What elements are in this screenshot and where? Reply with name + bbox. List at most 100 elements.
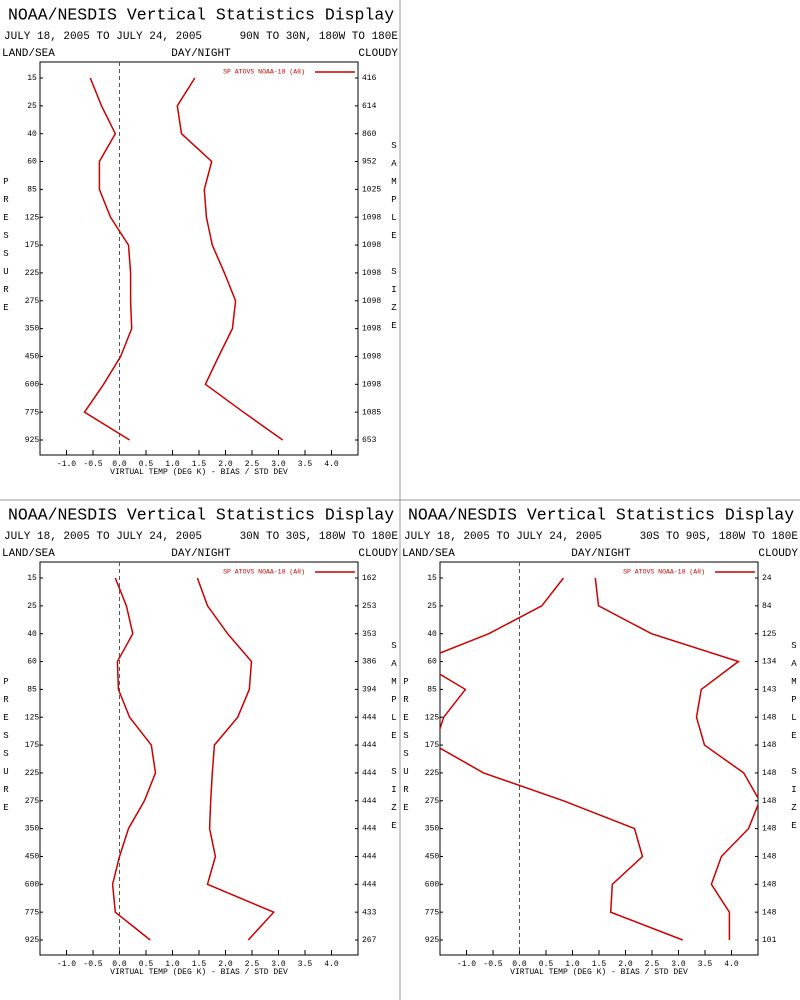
sample-size: 143 [762, 685, 777, 694]
y-tick-label: 15 [27, 74, 37, 83]
land-sea: LAND/SEA [2, 48, 55, 60]
x-axis-label: VIRTUAL TEMP (DEG K) - BIAS / STD DEV [110, 468, 288, 477]
x-tick-label: -1.0 [57, 460, 76, 469]
y-tick-label: 40 [27, 130, 37, 139]
y-tick-label: 25 [27, 602, 37, 611]
sample-size: 416 [362, 74, 377, 83]
x-tick-label: -1.0 [57, 960, 76, 969]
region: 30N TO 30S, 180W TO 180E [240, 531, 399, 543]
y-tick-label: 275 [25, 797, 40, 806]
x-tick-label: 0.5 [539, 960, 554, 969]
y-tick-label: 125 [25, 213, 40, 222]
x-tick-label: 2.0 [218, 960, 233, 969]
day-night: DAY/NIGHT [571, 548, 631, 560]
sample-size: 444 [362, 853, 377, 862]
day-night: DAY/NIGHT [171, 48, 231, 60]
y-tick-label: 925 [25, 436, 40, 445]
x-tick-label: 3.5 [298, 960, 313, 969]
y-tick-label: 350 [25, 325, 40, 334]
y-tick-label: 775 [25, 408, 40, 417]
y-tick-label: 125 [425, 713, 440, 722]
x-tick-label: 2.5 [645, 960, 660, 969]
y-tick-label: 450 [25, 853, 40, 862]
y-tick-label: 25 [27, 102, 37, 111]
x-tick-label: 3.0 [671, 960, 686, 969]
x-tick-label: 4.0 [324, 460, 339, 469]
x-tick-label: 1.5 [192, 460, 207, 469]
panel-title: NOAA/NESDIS Vertical Statistics Display [8, 5, 394, 24]
cloudy: CLOUDY [358, 548, 398, 560]
y-tick-label: 775 [25, 908, 40, 917]
x-tick-label: 0.0 [512, 960, 527, 969]
sample-size: 84 [762, 602, 772, 611]
y-tick-label: 175 [425, 741, 440, 750]
sample-size: 952 [362, 158, 377, 167]
y-tick-label: 600 [25, 880, 40, 889]
region: 90N TO 30N, 180W TO 180E [240, 31, 399, 43]
region: 30S TO 90S, 180W TO 180E [640, 531, 799, 543]
panel-title: NOAA/NESDIS Vertical Statistics Display [8, 505, 394, 524]
std-dev-line [594, 577, 758, 940]
y-tick-label: 15 [427, 574, 437, 583]
sample-size: 394 [362, 685, 377, 694]
panel-title: NOAA/NESDIS Vertical Statistics Display [408, 505, 794, 524]
x-tick-label: 0.0 [112, 960, 127, 969]
y-tick-label: 15 [27, 574, 37, 583]
sample-size: 24 [762, 574, 772, 583]
y-tick-label: 775 [425, 908, 440, 917]
land-sea: LAND/SEA [402, 548, 455, 560]
x-tick-label: -0.5 [483, 960, 502, 969]
x-tick-label: 0.5 [139, 960, 154, 969]
x-axis-label: VIRTUAL TEMP (DEG K) - BIAS / STD DEV [510, 968, 688, 977]
sample-size: 1098 [362, 353, 381, 362]
x-tick-label: 2.5 [245, 460, 260, 469]
x-tick-label: 1.0 [565, 960, 580, 969]
x-tick-label: 3.0 [271, 960, 286, 969]
y-tick-label: 25 [427, 602, 437, 611]
x-tick-label: 2.0 [218, 460, 233, 469]
sample-size: 860 [362, 130, 377, 139]
panel: NOAA/NESDIS Vertical Statistics Display J… [402, 505, 798, 977]
x-tick-label: -1.0 [457, 960, 476, 969]
y-tick-label: 350 [425, 825, 440, 834]
y-tick-label: 600 [25, 380, 40, 389]
sample-size: 1085 [362, 408, 381, 417]
x-tick-label: 4.0 [324, 960, 339, 969]
y-tick-label: 175 [25, 741, 40, 750]
y-tick-label: 275 [25, 297, 40, 306]
y-tick-label: 925 [25, 936, 40, 945]
x-axis-label: VIRTUAL TEMP (DEG K) - BIAS / STD DEV [110, 968, 288, 977]
x-tick-label: 1.5 [192, 960, 207, 969]
y-tick-label: 275 [425, 797, 440, 806]
sample-size: 1098 [362, 380, 381, 389]
std-dev-line [196, 577, 275, 941]
y-tick-label: 125 [25, 713, 40, 722]
legend-label: SP ATOVS NOAA-18 (A®) [223, 68, 305, 76]
bias-line [83, 77, 133, 441]
y-tick-label: 60 [27, 158, 37, 167]
sample-size: 134 [762, 658, 777, 667]
x-tick-label: 0.0 [112, 460, 127, 469]
sample-size: 1098 [362, 241, 381, 250]
x-tick-label: 0.5 [139, 460, 154, 469]
x-tick-label: 4.0 [724, 960, 739, 969]
plot-frame [39, 561, 359, 956]
sample-size: 433 [362, 908, 377, 917]
legend-label: SP ATOVS NOAA-18 (A®) [623, 568, 705, 576]
plot-frame [39, 61, 359, 456]
date-range: JULY 18, 2005 TO JULY 24, 2005 [4, 31, 202, 43]
sample-size: 267 [362, 936, 377, 945]
sample-size: 148 [762, 741, 777, 750]
cloudy: CLOUDY [358, 48, 398, 60]
panel: NOAA/NESDIS Vertical Statistics Display J… [2, 5, 398, 477]
std-dev-line [176, 77, 284, 441]
bias-line [111, 577, 157, 941]
y-tick-label: 225 [25, 769, 40, 778]
x-tick-label: 3.0 [271, 460, 286, 469]
sample-size: 148 [762, 880, 777, 889]
